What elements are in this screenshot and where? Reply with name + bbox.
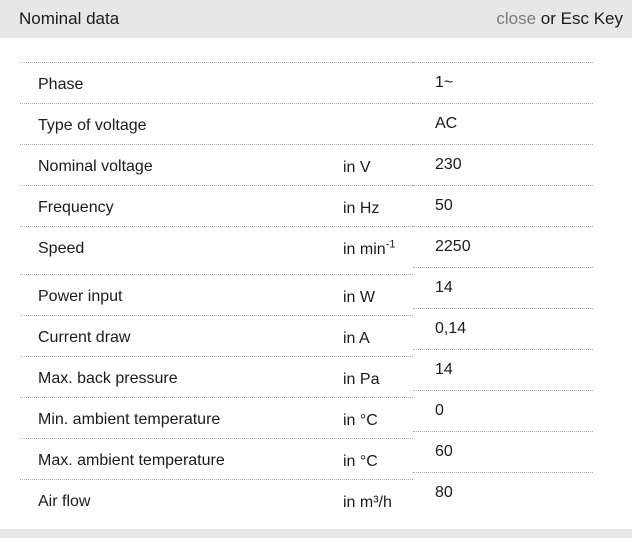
table-row: Phase [20, 62, 413, 103]
table-value-row: 80 [413, 472, 593, 513]
table-value-row: 14 [413, 349, 593, 390]
row-unit: in A [343, 329, 370, 348]
row-value: 80 [435, 484, 453, 501]
table-row: Max. ambient temperature in °C [20, 438, 413, 479]
row-unit-text: in Pa [343, 371, 380, 388]
row-unit: in °C [343, 452, 378, 471]
row-label: Air flow [38, 493, 91, 510]
row-unit-text: in m³/h [343, 494, 392, 511]
table-value-row: 60 [413, 431, 593, 472]
row-label: Type of voltage [38, 117, 147, 134]
values-column: 1~ AC 230 50 2250 14 0,14 14 0 60 80 [413, 62, 593, 513]
row-label: Frequency [38, 199, 114, 216]
table-value-row: 2250 [413, 226, 593, 267]
row-value: 50 [435, 197, 453, 214]
row-unit-text: in V [343, 159, 371, 176]
row-unit-text: in min [343, 241, 386, 258]
row-value: 14 [435, 361, 453, 378]
row-unit: in W [343, 288, 375, 307]
row-value: 0,14 [435, 320, 467, 337]
row-unit: in °C [343, 411, 378, 430]
row-value: 1~ [435, 74, 454, 91]
row-value: 2250 [435, 238, 471, 255]
row-value: 14 [435, 279, 453, 296]
row-label: Min. ambient temperature [38, 411, 221, 428]
header-close-area: close or Esc Key [496, 9, 623, 29]
table-value-row: 14 [413, 267, 593, 308]
table-value-row: 0,14 [413, 308, 593, 349]
row-value: 60 [435, 443, 453, 460]
row-value: 230 [435, 156, 462, 173]
table-value-row: 230 [413, 144, 593, 185]
table-value-row: 0 [413, 390, 593, 431]
table-row: Frequency in Hz [20, 185, 413, 226]
row-unit: in Pa [343, 370, 379, 389]
esc-key-hint: or Esc Key [536, 8, 623, 28]
row-label: Max. back pressure [38, 370, 178, 387]
row-unit-text: in °C [343, 412, 378, 429]
row-label: Phase [38, 76, 84, 93]
table-row: Min. ambient temperature in °C [20, 397, 413, 438]
row-value: AC [435, 115, 458, 132]
row-unit: in Hz [343, 199, 379, 218]
labels-column: Phase Type of voltage Nominal voltage in V F… [20, 62, 413, 520]
table-row: Air flow in m³/h [20, 479, 413, 520]
row-unit-text: in Hz [343, 200, 380, 217]
table-row: Max. back pressure in Pa [20, 356, 413, 397]
row-label: Max. ambient temperature [38, 452, 225, 469]
table-row: Power input in W [20, 274, 413, 315]
footer-bar [0, 529, 632, 538]
row-unit: in V [343, 158, 371, 177]
row-label: Speed [38, 240, 85, 257]
row-unit: in min-1 [343, 238, 396, 259]
dialog-title: Nominal data [19, 8, 120, 28]
table-row: Speed in min-1 [20, 226, 413, 274]
row-unit: in m³/h [343, 493, 392, 512]
table-value-row: 50 [413, 185, 593, 226]
dialog-header: Nominal data close or Esc Key [0, 0, 632, 38]
table-value-row: 1~ [413, 62, 593, 103]
row-label: Power input [38, 288, 123, 305]
row-value: 0 [435, 402, 444, 419]
row-unit-superscript: -1 [385, 238, 396, 251]
row-label: Current draw [38, 329, 131, 346]
table-value-row: AC [413, 103, 593, 144]
table-row: Nominal voltage in V [20, 144, 413, 185]
table-row: Current draw in A [20, 315, 413, 356]
table-row: Type of voltage [20, 103, 413, 144]
row-unit-text: in A [343, 330, 370, 347]
row-unit-text: in W [343, 289, 375, 306]
close-button[interactable]: close [496, 8, 537, 28]
row-unit-text: in °C [343, 453, 378, 470]
row-label: Nominal voltage [38, 158, 153, 175]
